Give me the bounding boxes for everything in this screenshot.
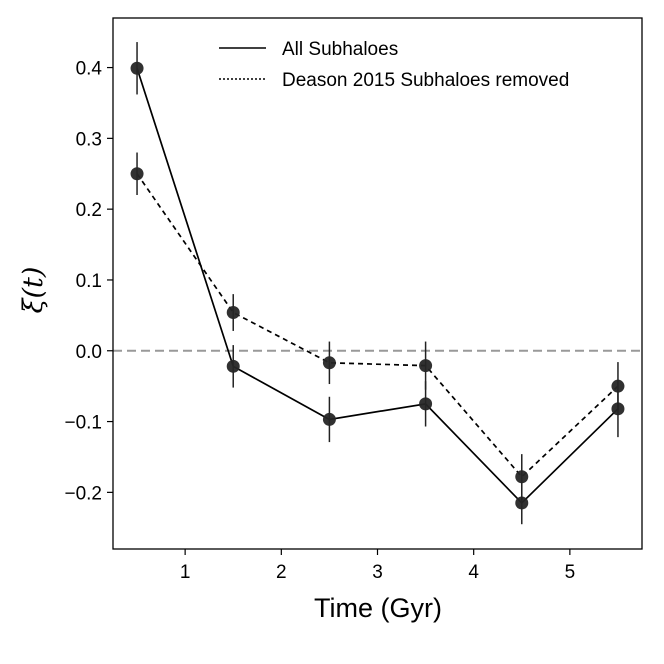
x-axis-label: Time (Gyr) bbox=[314, 593, 442, 623]
y-axis-ticks: −0.2 −0.1 0.0 0.1 0.2 0.3 0.4 bbox=[64, 59, 113, 504]
legend-label-deason-removed: Deason 2015 Subhaloes removed bbox=[282, 70, 569, 91]
x-tick-label: 5 bbox=[565, 562, 576, 583]
data-point bbox=[611, 379, 625, 393]
data-point bbox=[226, 359, 240, 373]
series-layer bbox=[130, 42, 625, 525]
data-point bbox=[419, 359, 433, 373]
data-point bbox=[322, 412, 336, 426]
y-tick-label: 0.0 bbox=[76, 342, 102, 363]
series-line-deason-removed bbox=[136, 173, 619, 479]
y-tick-label: 0.1 bbox=[76, 271, 102, 292]
y-tick-label: −0.1 bbox=[64, 413, 102, 434]
y-tick-label: 0.4 bbox=[76, 59, 103, 80]
data-point bbox=[419, 397, 433, 411]
legend-label-all-subhaloes: All Subhaloes bbox=[282, 39, 398, 60]
y-tick-label: 0.3 bbox=[76, 129, 102, 150]
plot-frame bbox=[112, 17, 643, 550]
series-line-all-subhaloes bbox=[136, 68, 619, 505]
y-tick-label: −0.2 bbox=[64, 483, 102, 504]
x-tick-label: 4 bbox=[468, 562, 479, 583]
data-point bbox=[130, 61, 144, 75]
x-tick-label: 3 bbox=[372, 562, 383, 583]
x-tick-label: 1 bbox=[180, 562, 191, 583]
data-point bbox=[130, 167, 144, 181]
x-tick-label: 2 bbox=[276, 562, 287, 583]
plot-area bbox=[112, 17, 643, 550]
series-all-subhaloes bbox=[130, 42, 625, 525]
y-tick-label: 0.2 bbox=[76, 200, 102, 221]
legend: All Subhaloes Deason 2015 Subhaloes remo… bbox=[219, 39, 569, 91]
x-axis-ticks: 1 2 3 4 5 bbox=[180, 549, 575, 583]
data-point bbox=[226, 306, 240, 320]
series-deason-removed bbox=[130, 152, 625, 500]
y-axis-label: ξ(t) bbox=[18, 267, 49, 314]
data-point bbox=[515, 496, 529, 510]
data-point bbox=[322, 356, 336, 370]
data-point bbox=[515, 470, 529, 484]
